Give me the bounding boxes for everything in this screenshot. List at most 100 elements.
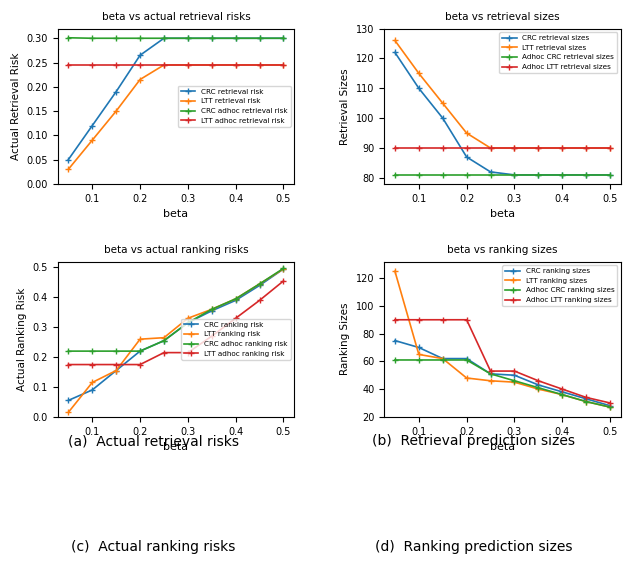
Adhoc CRC ranking sizes — [606, 404, 614, 411]
LTT adhoc retrieval risk — [208, 62, 216, 69]
CRC retrieval risk — [113, 89, 120, 95]
LTT ranking sizes — [606, 404, 614, 411]
LTT adhoc retrieval risk — [160, 62, 168, 69]
CRC ranking risk — [184, 319, 192, 326]
CRC ranking risk — [256, 282, 264, 289]
CRC retrieval sizes — [606, 171, 614, 178]
CRC adhoc ranking risk — [232, 295, 239, 302]
LTT retrieval risk — [88, 137, 96, 144]
LTT retrieval risk — [256, 62, 264, 69]
LTT retrieval sizes — [606, 144, 614, 151]
LTT ranking risk — [65, 409, 72, 416]
CRC ranking risk — [160, 337, 168, 344]
Adhoc LTT retrieval sizes — [391, 144, 399, 151]
Line: LTT ranking sizes: LTT ranking sizes — [392, 268, 613, 410]
LTT ranking risk — [113, 367, 120, 374]
CRC adhoc ranking risk — [208, 306, 216, 313]
LTT adhoc retrieval risk — [113, 62, 120, 69]
Adhoc CRC retrieval sizes — [439, 171, 447, 178]
Legend: CRC ranking risk, LTT ranking risk, CRC adhoc ranking risk, LTT adhoc ranking ri: CRC ranking risk, LTT ranking risk, CRC … — [181, 319, 291, 360]
Line: CRC retrieval risk: CRC retrieval risk — [65, 35, 286, 162]
CRC ranking risk — [65, 397, 72, 404]
Adhoc CRC retrieval sizes — [606, 171, 614, 178]
CRC ranking risk — [88, 387, 96, 393]
CRC adhoc ranking risk — [65, 348, 72, 355]
Adhoc CRC ranking sizes — [534, 384, 542, 391]
Legend: CRC retrieval risk, LTT retrieval risk, CRC adhoc retrieval risk, LTT adhoc retr: CRC retrieval risk, LTT retrieval risk, … — [178, 86, 291, 127]
CRC adhoc retrieval risk — [88, 35, 96, 42]
CRC adhoc retrieval risk — [280, 35, 287, 42]
CRC ranking risk — [232, 297, 239, 304]
Adhoc CRC ranking sizes — [558, 391, 566, 398]
X-axis label: beta: beta — [163, 442, 189, 452]
X-axis label: beta: beta — [163, 209, 189, 219]
CRC ranking sizes — [415, 344, 422, 351]
LTT ranking risk — [232, 295, 239, 302]
Line: CRC adhoc ranking risk: CRC adhoc ranking risk — [65, 266, 286, 354]
Adhoc LTT ranking sizes — [463, 316, 470, 323]
LTT retrieval risk — [184, 62, 192, 69]
LTT adhoc ranking risk — [136, 361, 144, 368]
CRC adhoc retrieval risk — [256, 35, 264, 42]
CRC ranking sizes — [391, 337, 399, 344]
Adhoc CRC ranking sizes — [511, 377, 518, 384]
LTT ranking sizes — [439, 355, 447, 362]
LTT retrieval sizes — [463, 130, 470, 136]
CRC ranking risk — [208, 307, 216, 314]
Adhoc LTT ranking sizes — [391, 316, 399, 323]
LTT adhoc ranking risk — [88, 361, 96, 368]
CRC retrieval sizes — [439, 115, 447, 122]
CRC ranking sizes — [558, 388, 566, 395]
Adhoc CRC ranking sizes — [439, 356, 447, 363]
Adhoc CRC retrieval sizes — [415, 171, 422, 178]
CRC ranking sizes — [582, 395, 590, 402]
CRC retrieval sizes — [534, 171, 542, 178]
Adhoc LTT retrieval sizes — [439, 144, 447, 151]
Adhoc LTT retrieval sizes — [534, 144, 542, 151]
CRC adhoc ranking risk — [256, 280, 264, 287]
LTT adhoc retrieval risk — [256, 62, 264, 69]
CRC adhoc ranking risk — [280, 265, 287, 272]
Line: CRC retrieval sizes: CRC retrieval sizes — [392, 50, 613, 178]
Adhoc CRC retrieval sizes — [511, 171, 518, 178]
Line: Adhoc CRC ranking sizes: Adhoc CRC ranking sizes — [392, 357, 613, 410]
LTT retrieval risk — [232, 62, 239, 69]
LTT retrieval risk — [113, 108, 120, 115]
Adhoc LTT ranking sizes — [534, 377, 542, 384]
Legend: CRC ranking sizes, LTT ranking sizes, Adhoc CRC ranking sizes, Adhoc LTT ranking: CRC ranking sizes, LTT ranking sizes, Ad… — [502, 265, 617, 306]
Adhoc LTT ranking sizes — [439, 316, 447, 323]
LTT adhoc retrieval risk — [232, 62, 239, 69]
CRC adhoc ranking risk — [184, 319, 192, 326]
CRC retrieval risk — [232, 35, 239, 42]
CRC retrieval risk — [208, 35, 216, 42]
Line: LTT retrieval sizes: LTT retrieval sizes — [392, 38, 613, 151]
CRC retrieval sizes — [582, 171, 590, 178]
LTT ranking sizes — [391, 268, 399, 275]
LTT retrieval sizes — [582, 144, 590, 151]
Adhoc LTT ranking sizes — [558, 385, 566, 392]
LTT retrieval risk — [136, 76, 144, 83]
Adhoc LTT retrieval sizes — [415, 144, 422, 151]
LTT ranking sizes — [582, 398, 590, 405]
LTT ranking risk — [88, 379, 96, 386]
LTT adhoc retrieval risk — [136, 62, 144, 69]
Adhoc CRC retrieval sizes — [582, 171, 590, 178]
CRC retrieval sizes — [486, 168, 494, 175]
Adhoc LTT retrieval sizes — [558, 144, 566, 151]
LTT adhoc retrieval risk — [65, 62, 72, 69]
LTT retrieval risk — [208, 62, 216, 69]
CRC ranking sizes — [463, 355, 470, 362]
CRC adhoc retrieval risk — [184, 35, 192, 42]
CRC retrieval sizes — [463, 154, 470, 160]
CRC retrieval risk — [280, 35, 287, 42]
Adhoc CRC ranking sizes — [463, 356, 470, 363]
CRC adhoc retrieval risk — [208, 35, 216, 42]
Text: (d)  Ranking prediction sizes: (d) Ranking prediction sizes — [375, 540, 572, 554]
LTT retrieval risk — [65, 166, 72, 173]
Adhoc CRC ranking sizes — [486, 371, 494, 377]
LTT retrieval sizes — [391, 37, 399, 44]
Line: CRC ranking sizes: CRC ranking sizes — [392, 338, 613, 408]
Line: Adhoc CRC retrieval sizes: Adhoc CRC retrieval sizes — [392, 172, 613, 178]
LTT ranking risk — [184, 315, 192, 321]
CRC adhoc ranking risk — [88, 348, 96, 355]
